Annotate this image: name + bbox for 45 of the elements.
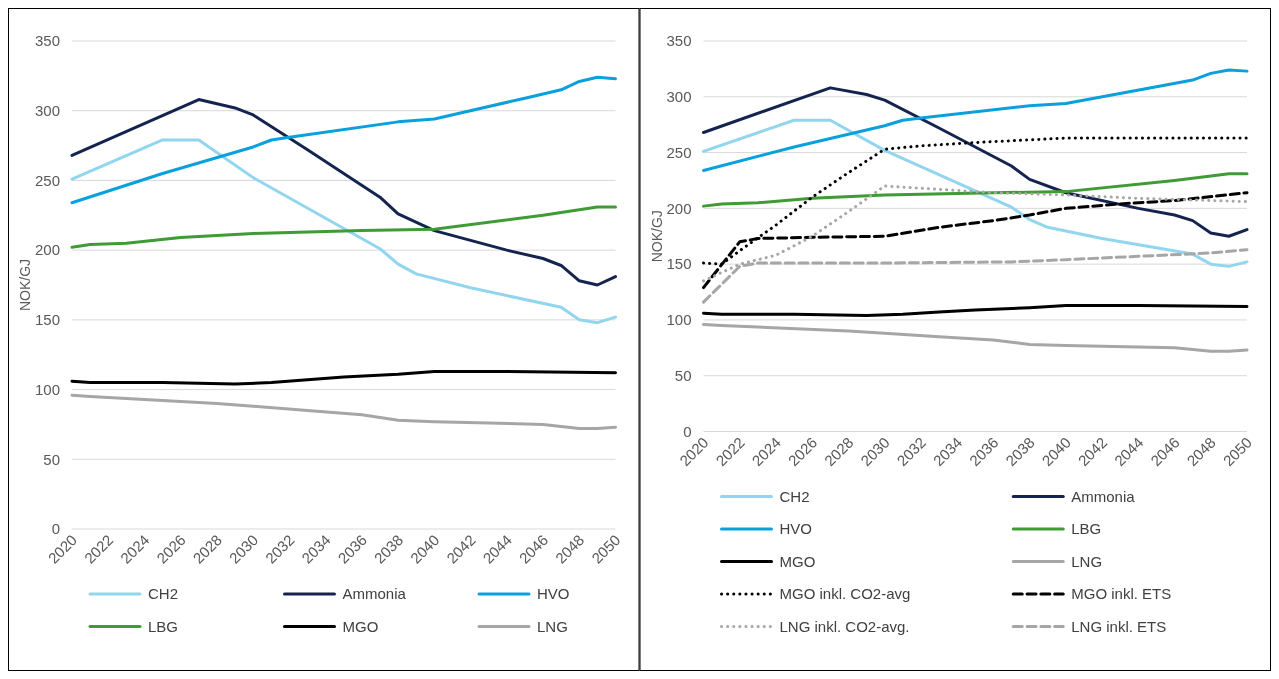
line-series [702, 172, 1249, 208]
legend-label: LNG inkl. ETS [1071, 617, 1167, 635]
legend-label: HVO [779, 520, 813, 538]
y-axis-title: NOK/GJ [648, 210, 665, 263]
line-series [70, 205, 617, 249]
legend-label: CH2 [779, 487, 810, 505]
legend-label: LNG [1071, 552, 1103, 570]
legend-label: MGO inkl. ETS [1071, 585, 1172, 603]
y-axis-title: NOK/GJ [17, 258, 33, 312]
y-tick-label: 100 [666, 311, 692, 329]
y-tick-label: 200 [666, 199, 692, 217]
y-tick-label: 50 [674, 366, 692, 384]
line-series [70, 138, 617, 325]
legend-label: MGO inkl. CO2-avg [779, 585, 911, 603]
legend-label: HVO [537, 585, 570, 603]
legend-label: LBG [148, 617, 179, 635]
legend-label: Ammonia [1071, 487, 1136, 505]
legend-label: MGO [342, 617, 379, 635]
line-series [702, 86, 1249, 238]
line-series [70, 98, 617, 287]
y-tick-label: 150 [34, 311, 60, 329]
y-tick-label: 0 [683, 422, 692, 440]
legend-label: LBG [1071, 520, 1102, 538]
legend-label: LNG inkl. CO2-avg. [779, 617, 910, 635]
legend-label: CH2 [148, 585, 179, 603]
y-tick-label: 300 [34, 101, 60, 119]
y-tick-label: 100 [34, 380, 60, 398]
y-tick-label: 250 [34, 171, 60, 189]
line-series [70, 75, 617, 205]
y-tick-label: 300 [666, 88, 692, 106]
y-tick-label: 50 [43, 450, 60, 468]
legend-label: Ammonia [342, 585, 407, 603]
y-tick-label: 250 [666, 143, 692, 161]
y-tick-label: 150 [666, 255, 692, 273]
legend-label: MGO [779, 552, 816, 570]
line-series [702, 303, 1249, 317]
legend-label: LNG [537, 617, 568, 635]
line-series [702, 68, 1249, 172]
y-tick-label: 0 [51, 520, 60, 538]
line-series [70, 369, 617, 386]
line-series [70, 393, 617, 431]
y-tick-label: 200 [34, 241, 60, 259]
line-series [702, 322, 1249, 353]
y-tick-label: 350 [34, 32, 60, 50]
y-tick-label: 350 [666, 32, 692, 50]
